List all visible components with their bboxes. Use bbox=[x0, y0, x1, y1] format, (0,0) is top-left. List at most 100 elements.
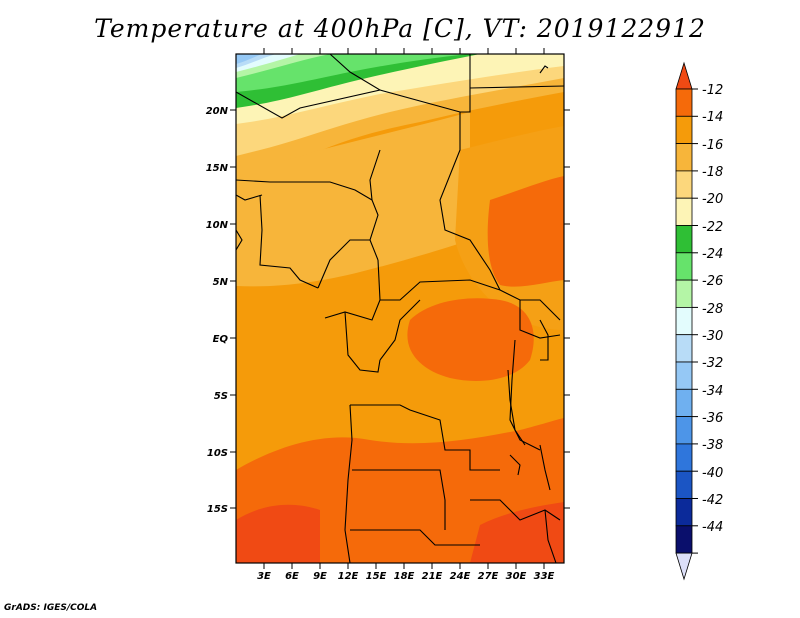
colorbar-swatch bbox=[675, 416, 693, 445]
band-minus24 bbox=[236, 54, 470, 92]
colorbar-label-minus16: -16 bbox=[702, 138, 723, 153]
colorbar-label-minus36: -36 bbox=[702, 411, 723, 426]
border-namibia bbox=[350, 529, 480, 546]
border-algeria bbox=[236, 54, 382, 119]
colorbar-swatch bbox=[675, 143, 693, 172]
colorbar-ticks bbox=[692, 88, 698, 554]
grads-credit: GrADS: IGES/COLA bbox=[4, 603, 98, 613]
lon-label-12e: 12E bbox=[338, 571, 359, 582]
colorbar-swatches bbox=[675, 61, 693, 581]
colorbar-swatch bbox=[675, 334, 693, 363]
border-togo bbox=[236, 229, 243, 251]
border-chad-sudan bbox=[439, 112, 501, 291]
colorbar-label-minus42: -42 bbox=[702, 493, 723, 508]
colorbar-swatch bbox=[675, 252, 693, 281]
lat-label-10n: 10N bbox=[206, 220, 229, 231]
lon-label-6e: 6E bbox=[285, 571, 299, 582]
colorbar-label-minus12: -12 bbox=[702, 83, 723, 98]
border-niger-chad bbox=[369, 149, 381, 261]
colorbar-bottom-triangle bbox=[675, 552, 693, 581]
colorbar-label-minus14: -14 bbox=[702, 110, 723, 125]
map-title: Temperature at 400hPa [C], VT: 201912291… bbox=[94, 14, 706, 43]
border-cameroon-congo bbox=[324, 299, 381, 321]
colorbar-label-minus32: -32 bbox=[702, 356, 723, 371]
lon-label-27e: 27E bbox=[478, 571, 499, 582]
border-niger-nigeria bbox=[236, 179, 373, 201]
lon-label-18e: 18E bbox=[394, 571, 415, 582]
border-burkina bbox=[236, 194, 263, 201]
colorbar-swatch bbox=[675, 279, 693, 308]
temperature-field bbox=[236, 54, 564, 563]
lake-malawi bbox=[539, 444, 551, 491]
colorbar-swatch bbox=[675, 225, 693, 254]
colorbar-swatch bbox=[675, 361, 693, 390]
border-car bbox=[377, 259, 501, 301]
lat-label-15n: 15N bbox=[206, 163, 229, 174]
lat-label-5n: 5N bbox=[213, 277, 229, 288]
border-nigeria-cameroon bbox=[317, 239, 370, 289]
lon-label-24e: 24E bbox=[450, 571, 471, 582]
border-drc-east bbox=[509, 339, 541, 451]
border-angola-drc bbox=[350, 404, 500, 471]
colorbar-label-minus24: -24 bbox=[702, 247, 723, 262]
border-nigeria-benin bbox=[259, 194, 319, 289]
colorbar-label-minus34: -34 bbox=[702, 384, 723, 399]
colorbar-swatch bbox=[675, 525, 693, 554]
lat-label-20n: 20N bbox=[206, 106, 229, 117]
border-angola-zambia bbox=[352, 469, 446, 530]
lon-label-33e: 33E bbox=[534, 571, 555, 582]
country-borders bbox=[236, 54, 564, 563]
colorbar-swatch bbox=[675, 88, 693, 117]
border-egypt-sudan bbox=[469, 85, 564, 89]
colorbar-swatch bbox=[675, 197, 693, 226]
longitude-axis: 3E 6E 9E 12E 15E 18E 21E 24E 27E 30E 33E bbox=[257, 48, 555, 582]
colorbar-swatch bbox=[675, 306, 693, 336]
lon-label-3e: 3E bbox=[257, 571, 271, 582]
colorbar-swatch bbox=[675, 443, 693, 472]
band-minus12-southwest bbox=[236, 504, 320, 563]
band-minus32 bbox=[236, 54, 262, 64]
band-minus16-sahel bbox=[236, 112, 470, 287]
lon-label-15e: 15E bbox=[366, 571, 387, 582]
colorbar-top-triangle bbox=[675, 61, 693, 90]
colorbar-label-minus40: -40 bbox=[702, 466, 723, 481]
colorbar-label-minus30: -30 bbox=[702, 329, 723, 344]
lon-label-30e: 30E bbox=[506, 571, 527, 582]
colorbar: -12 -14 -16 -18 -20 -22 -24 -26 -28 -30 … bbox=[675, 61, 723, 581]
coast-sinai bbox=[539, 65, 549, 74]
colorbar-swatch bbox=[675, 470, 693, 499]
map-frame bbox=[235, 53, 565, 564]
colorbar-label-minus26: -26 bbox=[702, 274, 723, 289]
colorbar-label-minus22: -22 bbox=[702, 220, 723, 235]
border-mozambique bbox=[544, 509, 557, 563]
colorbar-label-minus20: -20 bbox=[702, 192, 723, 207]
border-south-sudan-uganda bbox=[499, 289, 561, 321]
border-uganda-kenya bbox=[519, 300, 561, 339]
lat-label-5s: 5S bbox=[214, 391, 228, 402]
colorbar-label-minus44: -44 bbox=[702, 520, 723, 535]
lat-label-10s: 10S bbox=[207, 448, 228, 459]
border-angola-west bbox=[344, 404, 353, 563]
lake-victoria bbox=[539, 319, 549, 361]
colorbar-swatch bbox=[675, 498, 693, 527]
latitude-axis: 20N 15N 10N 5N EQ 5S 10S 15S bbox=[206, 106, 570, 515]
lat-label-15s: 15S bbox=[207, 504, 228, 515]
lake-tanganyika bbox=[507, 369, 526, 446]
border-zambia-zimbabwe bbox=[470, 499, 561, 521]
colorbar-swatch bbox=[675, 115, 693, 145]
colorbar-label-minus18: -18 bbox=[702, 165, 723, 180]
band-minus12-south bbox=[470, 502, 564, 563]
lon-label-9e: 9E bbox=[313, 571, 327, 582]
band-minus14-sudan bbox=[487, 176, 564, 287]
lat-label-eq: EQ bbox=[213, 334, 229, 345]
border-libya bbox=[379, 54, 471, 113]
border-gabon-congo bbox=[344, 311, 381, 373]
colorbar-swatch bbox=[675, 388, 693, 417]
colorbar-label-minus38: -38 bbox=[702, 438, 723, 453]
lon-label-21e: 21E bbox=[422, 571, 443, 582]
colorbar-swatch bbox=[675, 170, 693, 199]
band-minus14-congo bbox=[407, 298, 534, 381]
lake-mweru bbox=[509, 454, 521, 476]
border-congo-drc bbox=[379, 299, 421, 361]
